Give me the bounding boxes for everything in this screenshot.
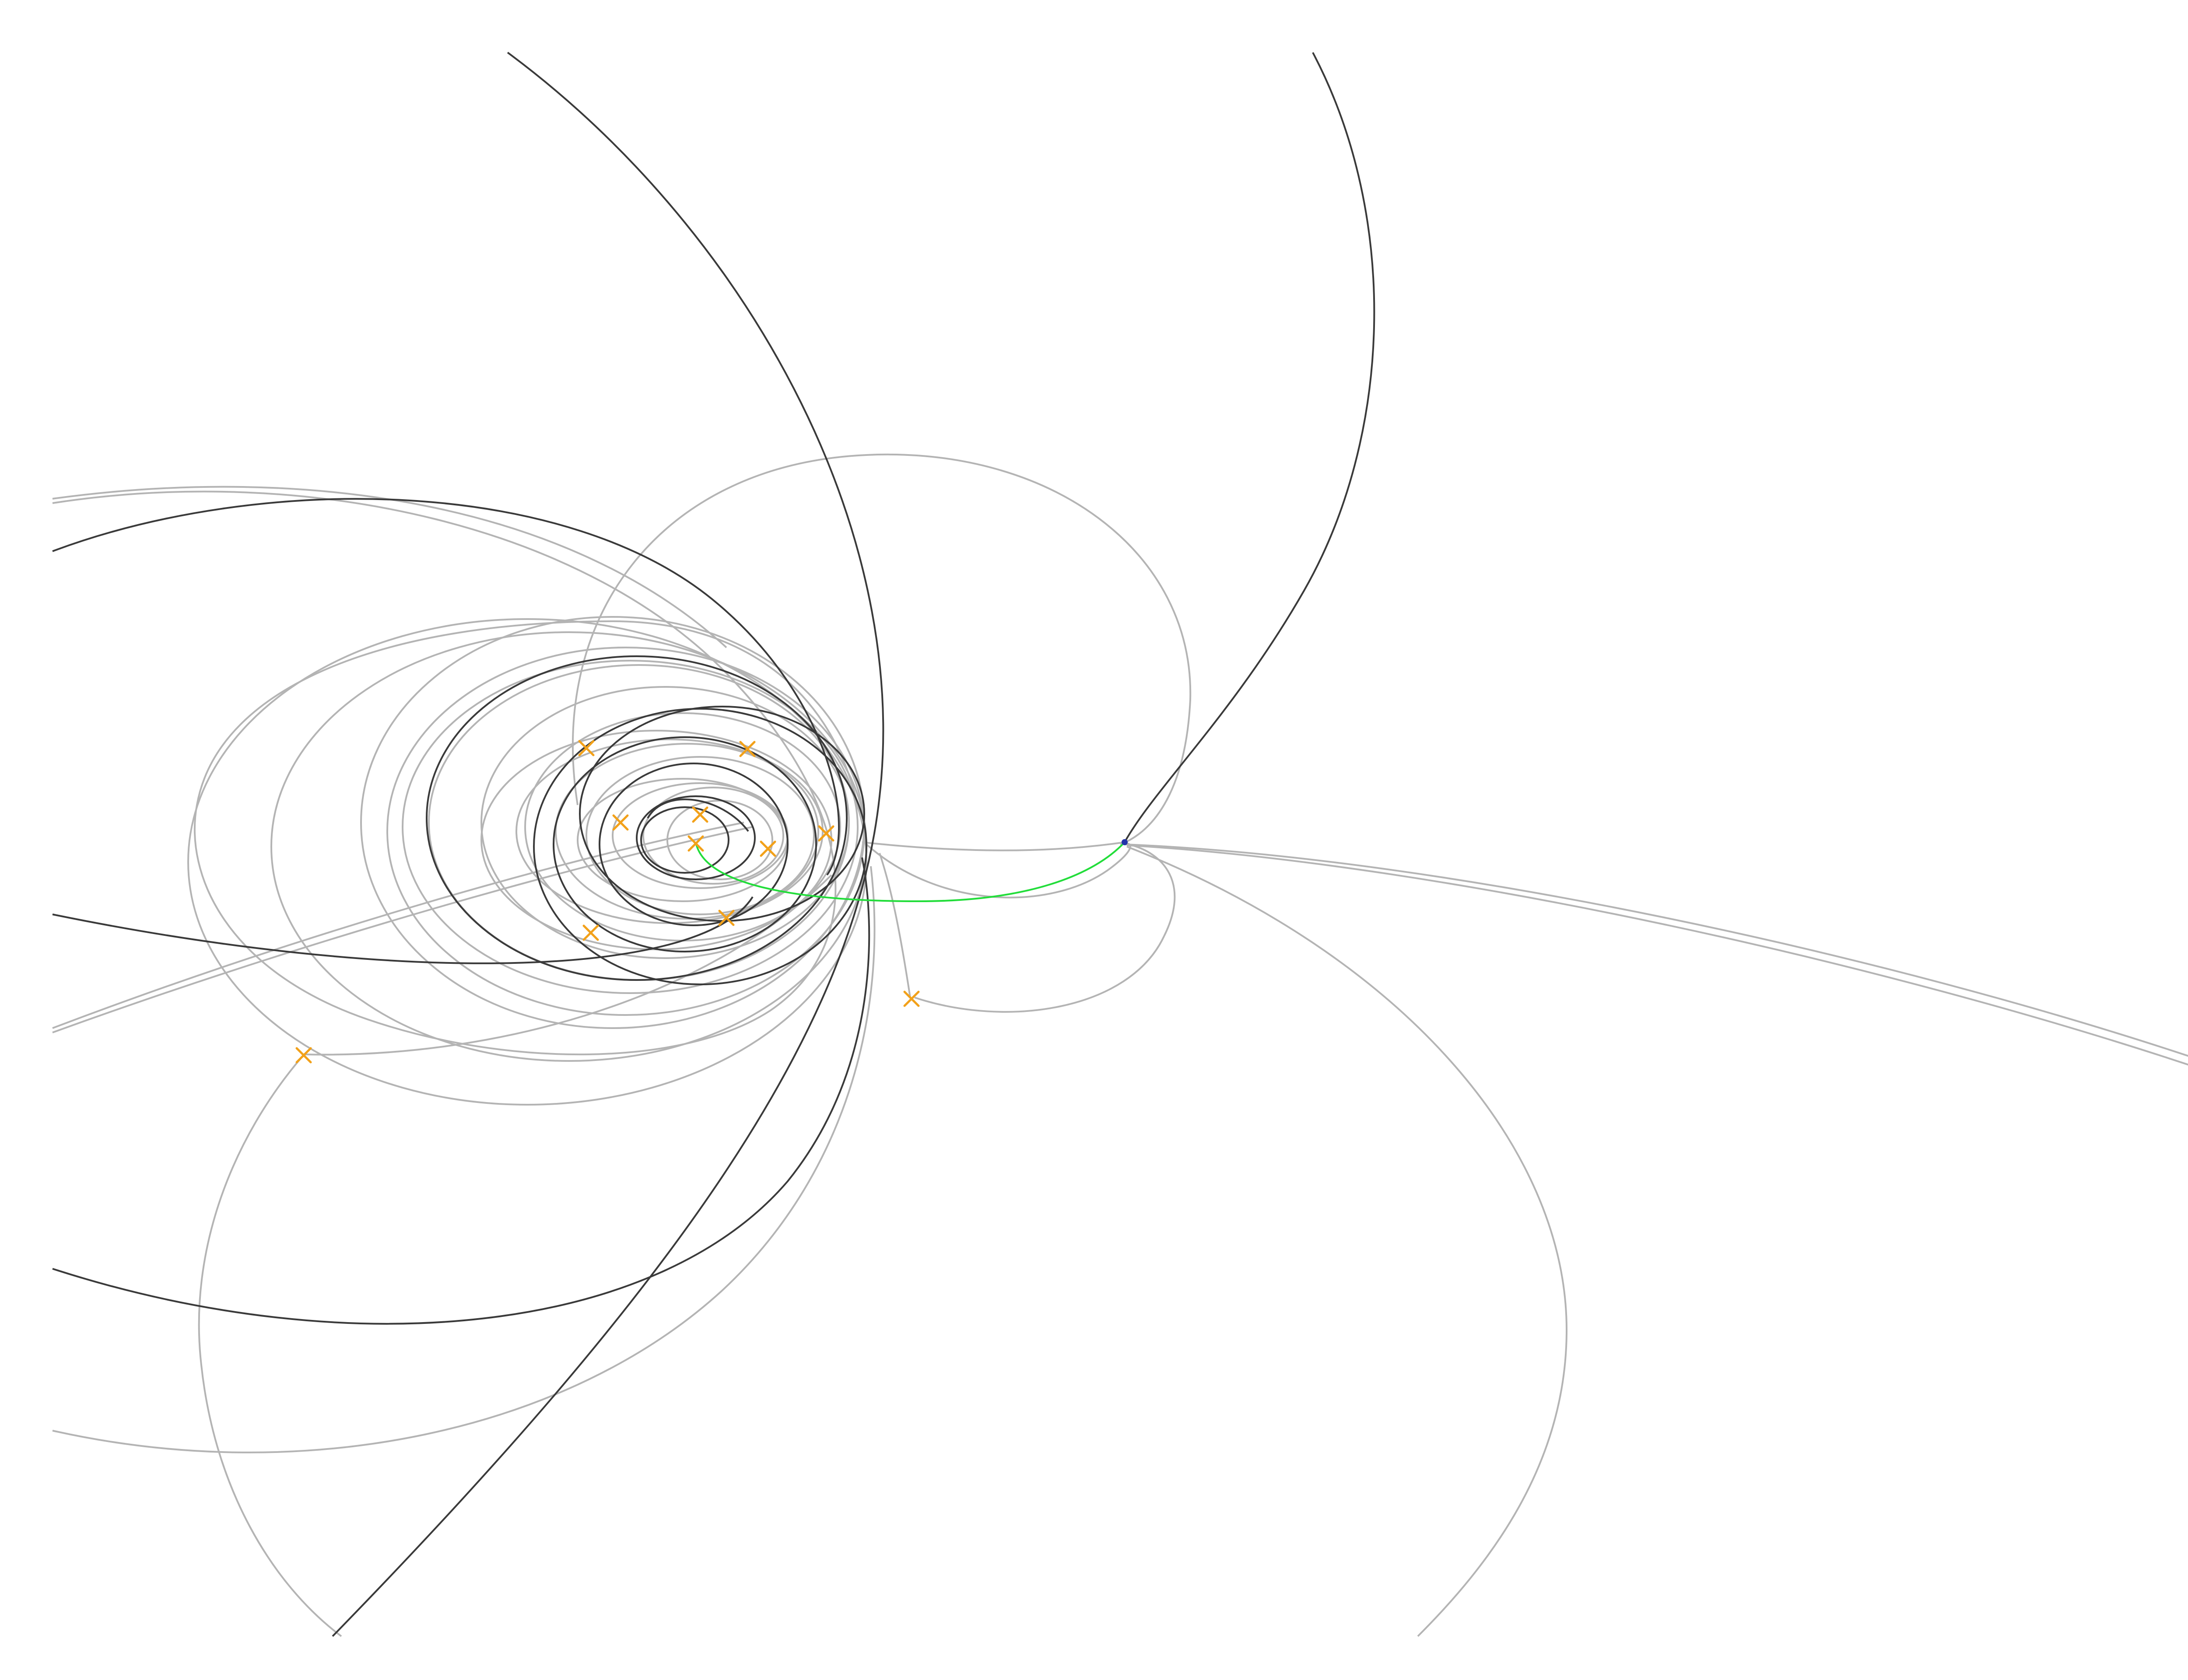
x-cross-icon <box>582 924 599 941</box>
x-cross-icon <box>739 741 756 757</box>
primary-orbit <box>636 795 756 880</box>
secondary-orbit <box>572 453 1192 845</box>
x-cross-icon <box>687 835 704 852</box>
primary-orbit <box>52 498 840 876</box>
primary-orbit <box>332 52 884 1637</box>
secondary-orbit <box>862 841 1125 851</box>
secondary-orbit <box>1124 844 2188 1057</box>
event-markers <box>295 740 920 1064</box>
x-cross-icon <box>718 910 735 926</box>
secondary-orbit <box>480 686 850 959</box>
primary-orbit <box>1124 52 1375 843</box>
secondary-orbit <box>1126 846 1568 1637</box>
secondary-orbit <box>879 853 911 998</box>
secondary-orbit <box>1126 844 2188 1066</box>
x-cross-icon <box>612 814 629 831</box>
secondary-orbit <box>52 866 876 1453</box>
primary-orbit <box>426 655 848 981</box>
secondary-orbit <box>52 486 727 648</box>
secondary-orbit <box>586 756 815 915</box>
secondary-orbit <box>402 660 859 994</box>
primary-orbit <box>647 798 749 832</box>
x-cross-icon <box>692 806 708 823</box>
x-cross-icon <box>903 990 920 1007</box>
primary-orbit <box>599 763 789 926</box>
primary-orbit <box>52 857 870 1325</box>
x-cross-icon <box>295 1047 312 1064</box>
secondary-orbit <box>555 743 819 920</box>
secondary-orbit <box>52 826 753 1033</box>
secondary-orbit <box>386 647 865 1016</box>
primary-trajectories <box>52 52 1375 1637</box>
secondary-orbit <box>52 822 744 1029</box>
secondary-orbit <box>642 787 784 885</box>
primary-orbit <box>533 708 867 985</box>
secondary-orbit <box>914 844 1176 1013</box>
primary-orbit <box>640 806 729 874</box>
primary-orbit <box>553 736 817 952</box>
secondary-orbit <box>198 1054 342 1637</box>
x-cross-icon <box>760 840 776 857</box>
transfer-path <box>695 841 1126 903</box>
x-cross-icon <box>818 825 835 842</box>
primary-orbit <box>52 896 754 964</box>
dot-icon <box>1122 839 1128 845</box>
x-cross-icon <box>578 740 595 756</box>
